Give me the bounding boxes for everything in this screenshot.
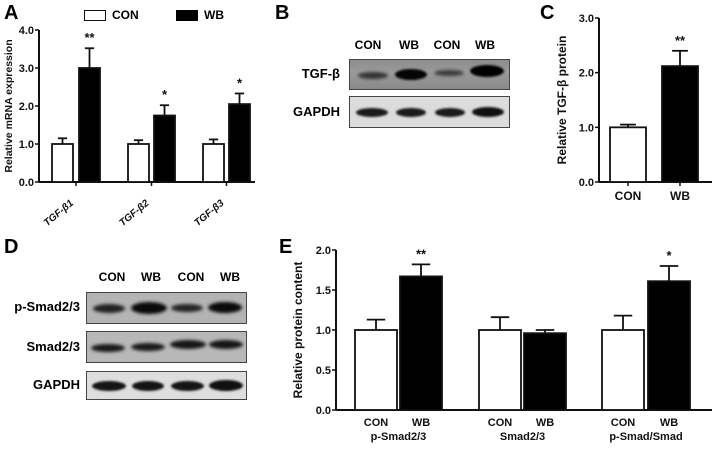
- band: [358, 72, 388, 79]
- blot-d-row-psmad: p-Smad2/3: [14, 299, 80, 314]
- bar-label: CON: [488, 417, 513, 429]
- band: [470, 65, 504, 77]
- bar: [228, 103, 251, 183]
- panel-label-a: A: [4, 2, 19, 24]
- blot-b-lane-1: CON: [354, 38, 382, 52]
- blot-d-strip-psmad: [86, 292, 247, 324]
- legend-swatch-wb: [176, 10, 198, 21]
- group-label: p-Smad2/3: [371, 431, 427, 443]
- legend-swatch-con: [84, 10, 106, 21]
- y-tick-label: 0.0: [579, 177, 594, 189]
- bar: [523, 332, 567, 411]
- blot-b-lane-2: WB: [399, 38, 419, 52]
- blot-d-strip-smad: [86, 331, 247, 363]
- y-axis-label: Relative mRNA expression: [3, 39, 15, 172]
- blot-d-lane-2: WB: [141, 270, 161, 284]
- y-tick-label: 2.0: [579, 68, 594, 80]
- blot-b-strip-gapdh: [349, 96, 510, 128]
- blot-b-strip-tgfb: [349, 59, 510, 90]
- bar: [51, 143, 74, 183]
- band: [170, 340, 206, 349]
- x-tick-label: CON: [615, 189, 642, 203]
- group-label: Smad2/3: [500, 431, 545, 443]
- bar-label: WB: [536, 417, 554, 429]
- band: [131, 343, 165, 351]
- y-tick-label: 0.0: [19, 177, 34, 189]
- y-tick-label: 0.0: [316, 405, 331, 417]
- panel-label-e: E: [279, 236, 293, 258]
- bar: [609, 126, 647, 183]
- band: [472, 107, 504, 117]
- blot-b-row-gapdh: GAPDH: [293, 104, 340, 119]
- bar-label: WB: [412, 417, 430, 429]
- blot-d-lane-3: CON: [177, 270, 205, 284]
- band: [132, 381, 164, 391]
- x-tick-label: TGF-β2: [117, 198, 151, 229]
- group-label: p-Smad/Smad: [609, 431, 682, 443]
- band: [396, 108, 426, 117]
- blot-d-strip-gapdh: [86, 371, 247, 400]
- y-tick-label: 1.0: [316, 325, 331, 337]
- y-tick-label: 3.0: [19, 63, 34, 75]
- bar: [153, 114, 176, 183]
- x-tick-label: WB: [670, 189, 690, 203]
- bar: [354, 329, 398, 411]
- significance-marker: *: [666, 248, 672, 263]
- significance-marker: **: [84, 30, 95, 45]
- y-axis-label: Relative TGF-β protein: [555, 36, 569, 165]
- bar-label: CON: [611, 417, 636, 429]
- y-tick-label: 1.0: [579, 122, 594, 134]
- bar: [661, 65, 699, 183]
- legend-label-wb: WB: [204, 8, 224, 22]
- bar: [601, 329, 645, 411]
- band: [209, 340, 243, 349]
- y-tick-label: 3.0: [579, 13, 594, 25]
- y-tick-label: 1.0: [19, 139, 34, 151]
- y-tick-label: 2.0: [316, 245, 331, 257]
- y-tick-label: 1.5: [316, 285, 331, 297]
- legend-label-con: CON: [112, 8, 139, 22]
- y-tick-label: 2.0: [19, 101, 34, 113]
- blot-d-lane-4: WB: [220, 270, 240, 284]
- y-tick-label: 4.0: [19, 25, 34, 37]
- band: [171, 304, 203, 312]
- blot-d-row-gapdh: GAPDH: [33, 377, 80, 392]
- bar-label: WB: [660, 417, 678, 429]
- x-tick-label: TGF-β3: [192, 198, 226, 229]
- bar: [478, 329, 522, 411]
- significance-marker: **: [416, 246, 427, 261]
- band: [356, 108, 388, 117]
- band: [91, 344, 125, 352]
- blot-b-lane-3: CON: [433, 38, 461, 52]
- band: [131, 302, 167, 314]
- x-tick-label: TGF-β1: [42, 198, 76, 229]
- bar-label: CON: [364, 417, 389, 429]
- bar: [78, 67, 101, 183]
- panel-label-d: D: [4, 236, 19, 258]
- band: [93, 304, 125, 313]
- blot-b-lane-4: WB: [475, 38, 495, 52]
- panel-label-c: C: [540, 2, 555, 24]
- significance-marker: *: [162, 87, 168, 102]
- band: [208, 302, 242, 313]
- blot-b-row-tgfb: TGF-β: [301, 66, 340, 81]
- band: [209, 380, 243, 391]
- bar: [127, 143, 150, 183]
- bar: [202, 143, 225, 183]
- blot-d-row-smad: Smad2/3: [26, 339, 80, 354]
- band: [92, 381, 126, 391]
- panel-label-b: B: [275, 2, 290, 24]
- blot-d-lane-1: CON: [98, 270, 126, 284]
- bar: [647, 280, 691, 411]
- band: [434, 70, 464, 76]
- bar: [399, 275, 443, 411]
- significance-marker: **: [675, 33, 686, 48]
- band: [435, 108, 465, 117]
- y-axis-label: Relative protein content: [291, 262, 305, 399]
- significance-marker: *: [237, 75, 243, 90]
- y-tick-label: 0.5: [316, 365, 331, 377]
- band: [395, 69, 427, 80]
- band: [171, 381, 204, 391]
